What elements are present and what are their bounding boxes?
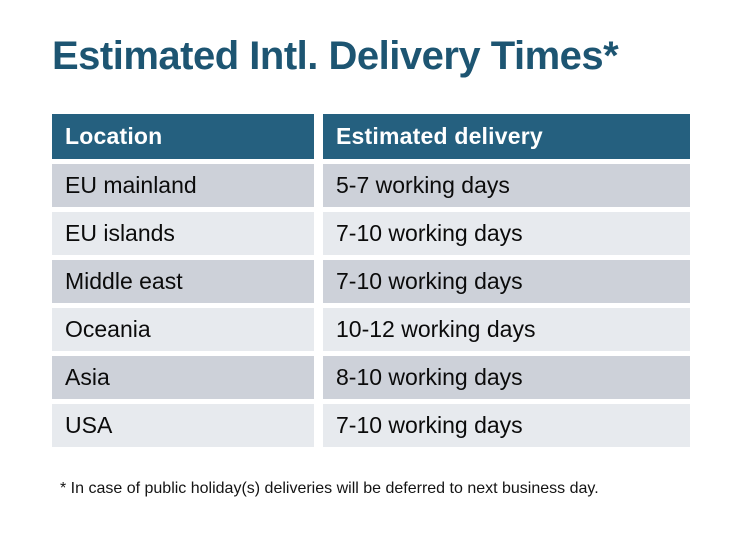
delivery-times-table: Location Estimated delivery EU mainland … — [52, 114, 690, 452]
table-row-eu-mainland: EU mainland 5-7 working days — [52, 164, 690, 207]
table-row-middle-east: Middle east 7-10 working days — [52, 260, 690, 303]
location-cell: Asia — [52, 356, 314, 399]
location-cell: EU islands — [52, 212, 314, 255]
table-row-eu-islands: EU islands 7-10 working days — [52, 212, 690, 255]
delivery-cell: 7-10 working days — [323, 260, 690, 303]
footnote: * In case of public holiday(s) deliverie… — [60, 480, 599, 497]
location-cell: EU mainland — [52, 164, 314, 207]
page-title: Estimated Intl. Delivery Times* — [52, 34, 619, 78]
column-header-location: Location — [52, 114, 314, 159]
delivery-cell: 7-10 working days — [323, 404, 690, 447]
table-row-oceania: Oceania 10-12 working days — [52, 308, 690, 351]
delivery-cell: 7-10 working days — [323, 212, 690, 255]
table-row-asia: Asia 8-10 working days — [52, 356, 690, 399]
table-header-row: Location Estimated delivery — [52, 114, 690, 159]
location-cell: Middle east — [52, 260, 314, 303]
delivery-cell: 8-10 working days — [323, 356, 690, 399]
column-header-estimated-delivery: Estimated delivery — [323, 114, 690, 159]
delivery-cell: 5-7 working days — [323, 164, 690, 207]
location-cell: Oceania — [52, 308, 314, 351]
table-row-usa: USA 7-10 working days — [52, 404, 690, 447]
delivery-cell: 10-12 working days — [323, 308, 690, 351]
location-cell: USA — [52, 404, 314, 447]
